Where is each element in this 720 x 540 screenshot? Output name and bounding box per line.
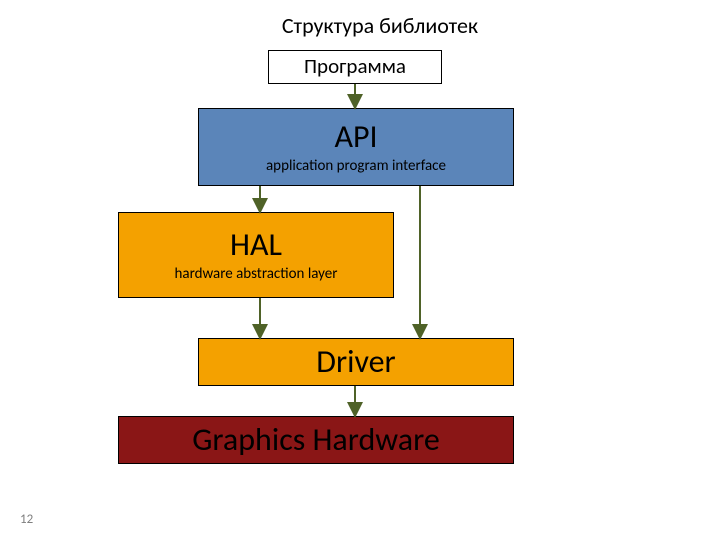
box-hw-label: Graphics Hardware — [192, 422, 440, 457]
box-hal-label: HAL — [230, 227, 282, 262]
page-number: 12 — [20, 512, 33, 527]
slide-title: Структура библиотек — [250, 12, 510, 39]
box-api-label: API — [334, 119, 377, 154]
box-program: Программа — [268, 50, 442, 84]
box-hal: HAL hardware abstraction layer — [118, 212, 394, 298]
box-hal-sublabel: hardware abstraction layer — [175, 266, 338, 283]
box-program-label: Программа — [304, 55, 406, 78]
box-driver-label: Driver — [316, 344, 395, 379]
diagram-stage: Структура библиотек Программа API applic… — [0, 0, 720, 540]
box-hw: Graphics Hardware — [118, 416, 514, 464]
box-api: API application program interface — [198, 108, 514, 186]
box-driver: Driver — [198, 338, 514, 386]
box-api-sublabel: application program interface — [266, 158, 446, 175]
